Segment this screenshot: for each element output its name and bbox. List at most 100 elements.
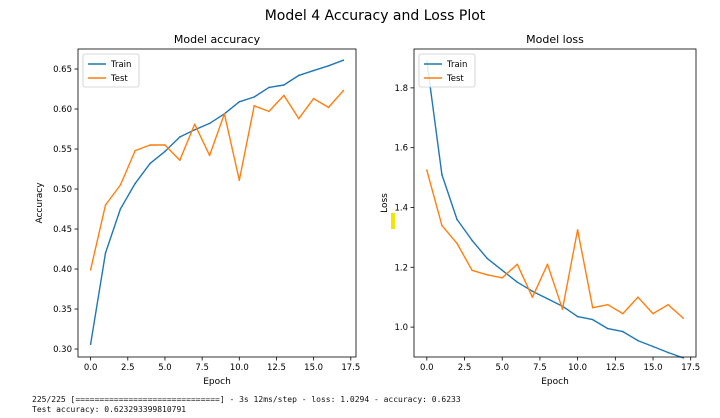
accuracy-series-train-point: [164, 150, 166, 153]
loss-ytick-label: 1.6: [394, 144, 408, 154]
loss-plot-frame: [413, 48, 697, 358]
accuracy-series-train-line: [89, 59, 344, 345]
loss-xtick-label: 5.0: [495, 363, 509, 373]
loss-ytick-label: 1.2: [394, 263, 408, 273]
loss-series-train-point: [667, 351, 669, 354]
loss-ytick-label: 1.8: [394, 84, 408, 94]
console-line-1: 225/225 [==============================]…: [32, 395, 461, 404]
accuracy-x-axis-label: Epoch: [203, 377, 231, 387]
loss-series-test-point: [456, 242, 458, 245]
loss-series-test-point: [606, 303, 609, 306]
accuracy-series-train-point: [119, 208, 122, 210]
accuracy-series-train-point: [297, 74, 300, 77]
loss-xtick-label: 7.5: [533, 363, 547, 373]
loss-legend-label-test: Test: [446, 74, 464, 84]
accuracy-series-test-point: [193, 123, 196, 125]
loss-series-test-point: [486, 273, 488, 276]
accuracy-series-test-point: [179, 159, 181, 161]
accuracy-ytick-label: 0.50: [53, 185, 72, 195]
loss-series-train-point: [652, 345, 654, 348]
accuracy-y-axis-label: Accuracy: [35, 182, 45, 224]
loss-series-train-point: [576, 315, 579, 318]
accuracy-xtick-label: 10.0: [230, 363, 249, 373]
loss-series-test-point: [441, 224, 443, 227]
loss-xtick-label: 12.5: [606, 363, 625, 373]
accuracy-ytick-label: 0.40: [53, 265, 72, 275]
loss-series-test-point: [652, 312, 654, 315]
loss-ytick-label: 1.0: [394, 323, 408, 333]
loss-series-test-point: [561, 308, 564, 310]
accuracy-series-test-point: [297, 117, 300, 120]
accuracy-series-train-point: [268, 86, 270, 89]
accuracy-series-train-point: [283, 84, 285, 86]
accuracy-legend-label-test: Test: [110, 74, 128, 84]
accuracy-series-train-point: [238, 101, 241, 103]
loss-y-axis-label: Loss: [380, 193, 390, 213]
accuracy-legend: Train Test: [82, 53, 140, 88]
accuracy-series-train-point: [149, 162, 151, 165]
accuracy-xtick-label: 12.5: [267, 363, 286, 373]
accuracy-plot-frame: [77, 48, 357, 358]
loss-series-test-point: [576, 229, 579, 231]
loss-series-test-point: [546, 263, 549, 266]
loss-series-test-point: [591, 306, 594, 309]
accuracy-series-train-point: [193, 129, 196, 131]
loss-series-train-point: [441, 173, 443, 176]
loss-series-train-point: [546, 297, 549, 300]
accuracy-series-test-point: [149, 144, 151, 146]
loss-series-train-point: [456, 218, 458, 221]
loss-series-test-point: [531, 296, 534, 298]
loss-legend: Train Test: [418, 53, 476, 88]
loss-chart-title: Model loss: [526, 33, 584, 46]
loss-series-train-point: [516, 281, 519, 284]
accuracy-chart-title: Model accuracy: [174, 33, 261, 46]
loss-series-test-point: [637, 296, 639, 298]
accuracy-series-test-point: [238, 179, 241, 181]
loss-series-test-line: [426, 169, 684, 319]
loss-xtick-label: 15.0: [644, 363, 663, 373]
accuracy-ytick-label: 0.35: [53, 305, 72, 315]
accuracy-series-test-point: [164, 144, 166, 146]
accuracy-axes: Model accuracy 0.0 2.5 5.0 7.5 10.0 12.5 15.0 17…: [35, 33, 360, 387]
figure-suptitle: Model 4 Accuracy and Loss Plot: [265, 8, 486, 24]
accuracy-series-test-point: [223, 113, 226, 115]
accuracy-series-test-point: [283, 94, 285, 97]
accuracy-ytick-label: 0.45: [53, 225, 72, 235]
loss-series-train-point: [606, 327, 609, 330]
loss-series-test-point: [622, 312, 624, 315]
loss-series-train-point: [471, 239, 473, 242]
accuracy-series-test-point: [312, 97, 315, 100]
loss-series-train-point: [591, 318, 594, 321]
loss-xtick-label: 2.5: [458, 363, 472, 373]
accuracy-series-test-point: [342, 89, 345, 92]
loss-series-train-point: [622, 330, 624, 333]
accuracy-xtick-label: 15.0: [304, 363, 323, 373]
accuracy-xtick-label: 0.0: [84, 363, 98, 373]
loss-series-test-point: [501, 276, 504, 279]
accuracy-xtick-label: 2.5: [121, 363, 135, 373]
loss-ytick-label: 1.4: [394, 203, 408, 213]
loss-series-test-point: [667, 303, 669, 306]
loss-legend-label-train: Train: [446, 60, 467, 70]
accuracy-series-train-point: [253, 96, 255, 98]
accuracy-ytick-label: 0.65: [53, 65, 72, 75]
accuracy-series-train-point: [342, 59, 345, 61]
accuracy-xtick-label: 17.5: [341, 363, 360, 373]
loss-xtick-label: 17.5: [681, 363, 700, 373]
loss-series-train-line: [426, 60, 684, 359]
loss-series-train-point: [501, 269, 504, 272]
accuracy-series-train-point: [312, 69, 315, 72]
loss-series-test-point: [682, 317, 684, 319]
accuracy-series-test-point: [119, 184, 122, 186]
accuracy-series-test-point: [208, 154, 211, 157]
loss-series-train-point: [637, 339, 639, 342]
accuracy-legend-label-train: Train: [110, 60, 131, 70]
accuracy-ytick-label: 0.30: [53, 345, 72, 355]
accuracy-series-train-point: [208, 122, 211, 125]
accuracy-series-train-point: [134, 182, 137, 185]
accuracy-xtick-label: 5.0: [158, 363, 172, 373]
accuracy-series-test-point: [327, 106, 330, 109]
loss-series-test-point: [471, 269, 473, 272]
accuracy-series-train-point: [89, 343, 92, 346]
